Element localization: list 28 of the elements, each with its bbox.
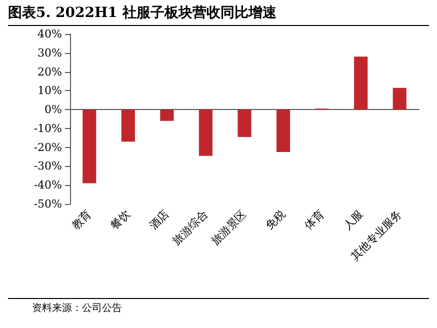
y-tick-label: -50% bbox=[34, 198, 62, 210]
x-tick-label: 餐饮 bbox=[108, 207, 133, 232]
x-tick-label: 教育 bbox=[69, 207, 94, 232]
bar bbox=[392, 88, 406, 110]
bar bbox=[82, 110, 96, 184]
y-tick-label: 0% bbox=[44, 103, 62, 116]
x-tick-label: 人服 bbox=[340, 207, 366, 232]
x-tick-label: 酒店 bbox=[146, 207, 172, 232]
x-tick-label: 旅游综合 bbox=[170, 207, 210, 248]
y-tick-label: 20% bbox=[38, 65, 62, 78]
bar bbox=[354, 56, 368, 110]
y-tick-label: 10% bbox=[38, 84, 62, 98]
y-tick-label: -30% bbox=[34, 160, 62, 173]
bar bbox=[121, 110, 135, 142]
y-tick-label: -40% bbox=[34, 178, 62, 192]
bar bbox=[238, 110, 252, 137]
bar bbox=[198, 110, 213, 156]
bar bbox=[276, 110, 290, 152]
x-tick-label: 旅游景区 bbox=[208, 207, 250, 248]
y-tick-label: -10% bbox=[34, 122, 62, 135]
chart-title: 图表5. 2022H1 社服子板块营收同比增速 bbox=[8, 4, 429, 26]
y-tick-label: 30% bbox=[38, 46, 62, 60]
x-tick-label: 免税 bbox=[263, 207, 288, 232]
y-tick-label: 40% bbox=[38, 28, 62, 40]
bar bbox=[160, 110, 174, 121]
text: 资料来源：公司公告 bbox=[8, 298, 429, 315]
x-tick-label: 体育 bbox=[302, 207, 327, 232]
y-tick-label: -20% bbox=[34, 140, 62, 154]
